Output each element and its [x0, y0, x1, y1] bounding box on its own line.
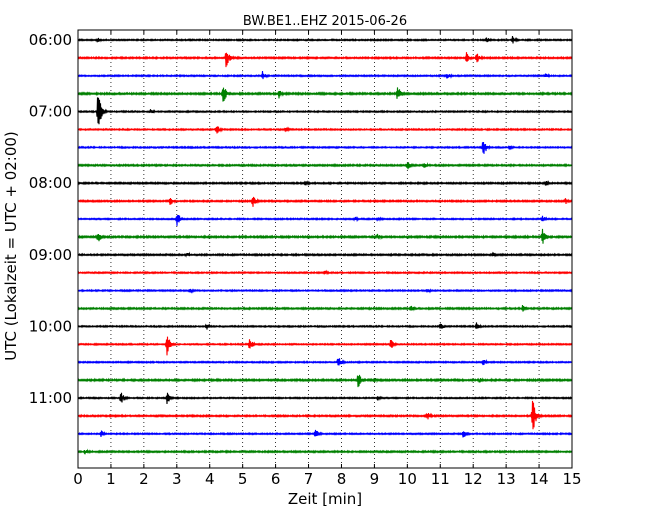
y-axis-ticks: 06:00 07:00 08:00 09:00 10:00 11:00 — [29, 31, 572, 407]
x-axis-ticks: 0 1 2 3 4 5 6 7 8 9 10 11 12 13 14 15 — [73, 30, 582, 488]
y-axis-label: UTC (Lokalzeit = UTC + 02:00) — [2, 131, 20, 361]
x-axis-label: Zeit [min] — [288, 490, 362, 508]
trace-1045 — [77, 374, 573, 388]
trace-lines — [77, 36, 573, 455]
x-tick-label: 1 — [106, 470, 116, 488]
trace-0645 — [77, 87, 573, 102]
x-tick-label: 9 — [370, 470, 380, 488]
x-tick-label: 12 — [464, 470, 483, 488]
y-tick-label: 08:00 — [29, 174, 72, 192]
trace-0930 — [77, 288, 573, 294]
trace-1130 — [77, 429, 573, 438]
x-tick-label: 2 — [139, 470, 149, 488]
trace-0815 — [77, 196, 573, 207]
trace-0700 — [77, 97, 573, 125]
trace-1100 — [77, 392, 573, 405]
trace-0715 — [77, 126, 573, 134]
trace-1030 — [77, 358, 573, 366]
x-tick-label: 7 — [304, 470, 314, 488]
plot-background — [78, 30, 572, 468]
trace-0630 — [77, 70, 573, 80]
chart-title: BW.BE1..EHZ 2015-06-26 — [243, 14, 407, 29]
trace-0615 — [77, 52, 573, 68]
trace-0800 — [77, 180, 573, 187]
y-tick-label: 11:00 — [29, 389, 72, 407]
trace-1145 — [77, 448, 573, 455]
trace-1015 — [77, 336, 573, 356]
trace-0945 — [77, 305, 573, 312]
x-tick-label: 5 — [238, 470, 248, 488]
y-tick-label: 06:00 — [29, 31, 72, 49]
x-tick-label: 4 — [205, 470, 215, 488]
trace-1000 — [77, 322, 573, 330]
y-tick-label: 10:00 — [29, 317, 72, 335]
trace-0915 — [77, 269, 573, 276]
x-tick-label: 8 — [337, 470, 347, 488]
trace-1115 — [77, 400, 573, 430]
x-tick-label: 0 — [73, 470, 83, 488]
trace-0845 — [77, 228, 573, 244]
x-tick-label: 10 — [398, 470, 417, 488]
x-tick-label: 14 — [530, 470, 549, 488]
x-tick-label: 6 — [271, 470, 281, 488]
x-tick-label: 15 — [562, 470, 581, 488]
trace-0745 — [77, 162, 573, 170]
trace-0900 — [77, 251, 573, 258]
x-tick-label: 11 — [431, 470, 450, 488]
trace-0600 — [77, 36, 573, 44]
y-tick-label: 09:00 — [29, 246, 72, 264]
trace-0830 — [77, 214, 573, 226]
x-tick-label: 3 — [172, 470, 182, 488]
x-tick-label: 13 — [497, 470, 516, 488]
plot-frame — [77, 29, 573, 469]
y-tick-label: 07:00 — [29, 103, 72, 121]
trace-0730 — [77, 141, 573, 154]
